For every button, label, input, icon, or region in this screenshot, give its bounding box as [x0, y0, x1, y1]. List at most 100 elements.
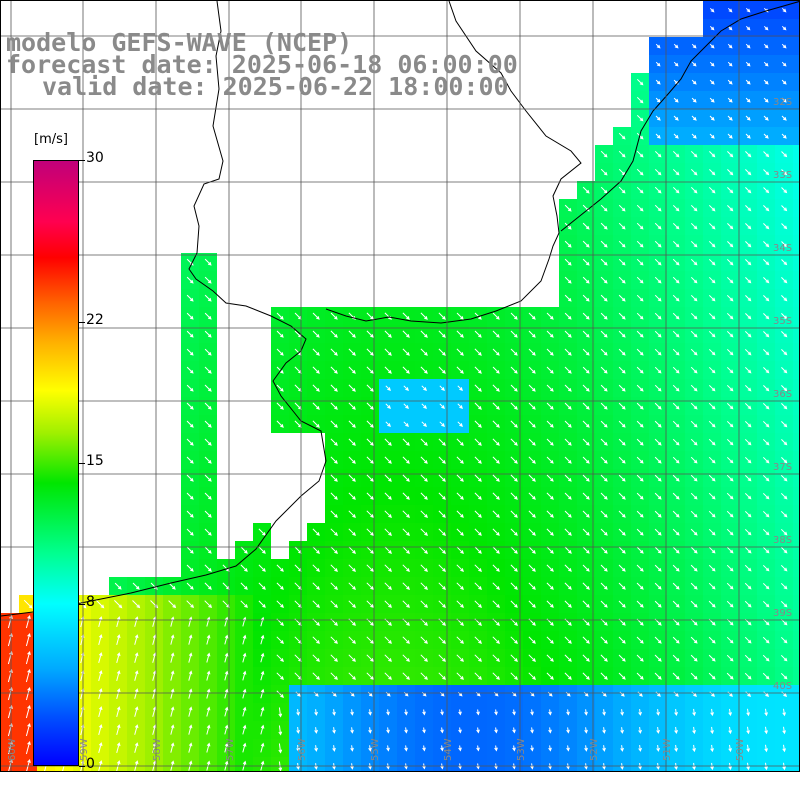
wind-arrow: [655, 97, 661, 103]
wind-arrow: [116, 688, 121, 700]
wind-arrow: [673, 97, 679, 103]
wind-arrow: [224, 670, 229, 681]
wind-arrow: [564, 654, 572, 662]
wind-arrow: [600, 348, 608, 356]
wind-speed-cell: [793, 1, 799, 19]
latitude-label: 40S: [773, 681, 792, 692]
wind-arrow: [402, 600, 410, 608]
wind-arrow: [600, 402, 608, 410]
wind-arrow: [745, 7, 751, 13]
wind-arrow: [186, 582, 194, 590]
wind-arrow: [744, 654, 752, 662]
wind-arrow: [781, 385, 788, 392]
wind-arrow: [708, 312, 716, 320]
wind-arrow: [402, 564, 410, 572]
wind-arrow: [186, 474, 194, 482]
wind-arrow: [348, 438, 356, 446]
wind-arrow: [600, 366, 608, 374]
wind-arrow: [708, 582, 716, 590]
wind-arrow: [655, 79, 661, 85]
wind-arrow: [690, 672, 698, 680]
wind-arrow: [330, 366, 338, 374]
wind-arrow: [330, 636, 338, 644]
wind-arrow: [474, 420, 482, 428]
wind-arrow: [420, 456, 428, 464]
wind-arrow: [691, 43, 697, 49]
wind-arrow: [456, 582, 464, 590]
wind-arrow: [510, 384, 518, 392]
wind-arrow: [744, 492, 752, 500]
wind-arrow: [600, 564, 608, 572]
wind-arrow: [564, 474, 572, 482]
wind-arrow: [456, 564, 464, 572]
wind-arrow: [457, 385, 463, 391]
wind-arrow: [528, 582, 536, 590]
wind-arrow: [224, 652, 229, 663]
wind-arrow: [654, 420, 662, 428]
wind-arrow: [763, 43, 769, 49]
wind-arrow: [440, 727, 444, 734]
wind-arrow: [618, 366, 626, 374]
wind-arrow: [386, 709, 390, 716]
wind-arrow: [672, 672, 680, 680]
wind-arrow: [584, 727, 588, 734]
wind-arrow: [582, 582, 590, 590]
wind-arrow: [566, 727, 570, 734]
wind-arrow: [745, 169, 752, 176]
wind-arrow: [188, 616, 193, 627]
wind-arrow: [492, 654, 500, 662]
wind-arrow: [655, 115, 661, 121]
wind-arrow: [528, 330, 536, 338]
wind-arrow: [781, 439, 788, 446]
wind-arrow: [546, 582, 554, 590]
wind-arrow: [673, 61, 679, 67]
wind-speed-cell: [793, 145, 799, 163]
wind-speed-cell: [793, 55, 799, 73]
wind-arrow: [348, 636, 356, 644]
colorbar: [33, 160, 79, 766]
wind-arrow: [763, 79, 769, 85]
wind-arrow: [744, 402, 752, 410]
wind-arrow: [206, 724, 211, 735]
wind-arrow: [709, 7, 715, 13]
wind-speed-cell: [199, 757, 217, 771]
wind-arrow: [654, 510, 662, 518]
wind-arrow: [134, 706, 139, 717]
wind-arrow: [330, 420, 338, 428]
wind-arrow: [763, 349, 770, 356]
wind-arrow: [654, 204, 662, 212]
wind-arrow: [564, 348, 572, 356]
latitude-label: 37S: [773, 462, 792, 473]
wind-arrow: [366, 636, 374, 644]
wind-arrow: [618, 312, 626, 320]
wind-arrow: [762, 672, 770, 680]
wind-arrow: [582, 330, 590, 338]
wind-arrow: [744, 456, 752, 464]
wind-arrow: [708, 294, 716, 302]
wind-arrow: [727, 151, 734, 158]
wind-arrow: [494, 727, 498, 734]
wind-arrow: [636, 528, 644, 536]
wind-arrow: [314, 727, 318, 734]
wind-arrow: [600, 204, 608, 212]
wind-arrow: [77, 599, 87, 609]
colorbar-tick-mark: [79, 463, 85, 464]
wind-speed-cell: [793, 451, 799, 469]
wind-speed-cell: [793, 217, 799, 235]
colorbar-tick-label: 8: [86, 594, 95, 611]
wind-arrow: [404, 709, 408, 716]
wind-arrow: [672, 258, 680, 266]
wind-arrow: [366, 402, 374, 410]
wind-arrow: [240, 600, 248, 608]
wind-arrow: [348, 474, 356, 482]
wind-arrow: [602, 709, 606, 716]
wind-arrow: [420, 348, 428, 356]
wind-arrow: [276, 366, 284, 374]
wind-arrow: [582, 492, 590, 500]
wind-arrow: [476, 745, 480, 752]
wind-arrow: [690, 366, 698, 374]
wind-arrow: [708, 402, 716, 410]
colorbar-tick-mark: [79, 160, 85, 161]
wind-arrow: [422, 709, 426, 716]
wind-arrow: [276, 690, 284, 698]
